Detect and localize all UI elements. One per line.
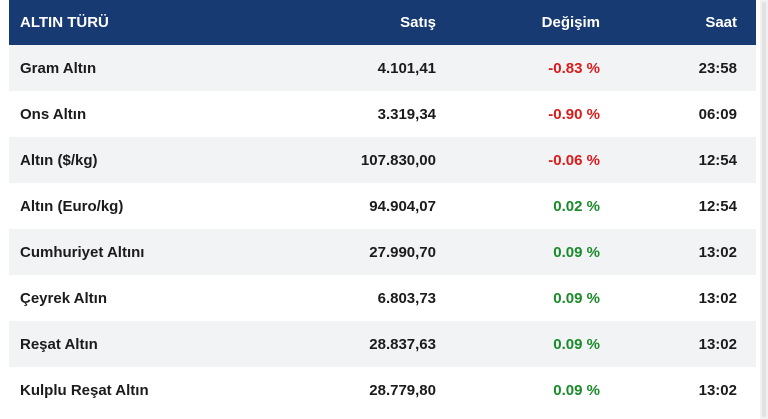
row-change: 0.02 % (553, 197, 600, 215)
table-row[interactable]: Altın (Euro/kg) 94.904,07 0.02 % 12:54 (9, 183, 756, 229)
row-change: 0.09 % (553, 335, 600, 353)
row-sell-price: 4.101,41 (377, 59, 436, 77)
row-gold-type: Çeyrek Altın (20, 289, 107, 307)
row-time: 13:02 (698, 381, 737, 399)
row-sell-price: 94.904,07 (369, 197, 436, 215)
row-sell-price: 107.830,00 (360, 151, 436, 169)
header-time[interactable]: Saat (705, 14, 737, 31)
header-gold-type[interactable]: ALTIN TÜRÜ (20, 14, 109, 31)
row-time: 13:02 (698, 289, 737, 307)
row-sell-price: 3.319,34 (377, 105, 436, 123)
table-row[interactable]: Gram Altın 4.101,41 -0.83 % 23:58 (9, 45, 756, 91)
row-time: 12:54 (698, 151, 737, 169)
table-header: ALTIN TÜRÜ Satış Değişim Saat (9, 0, 756, 45)
row-time: 13:02 (698, 335, 737, 353)
row-gold-type: Ons Altın (20, 105, 87, 123)
row-gold-type: Cumhuriyet Altını (20, 243, 145, 261)
row-time: 13:02 (698, 243, 737, 261)
table-row[interactable]: Kulplu Reşat Altın 28.779,80 0.09 % 13:0… (9, 367, 756, 413)
row-sell-price: 27.990,70 (369, 243, 436, 261)
row-sell-price: 6.803,73 (377, 289, 436, 307)
table-row[interactable]: Çeyrek Altın 6.803,73 0.09 % 13:02 (9, 275, 756, 321)
row-change: 0.09 % (553, 243, 600, 261)
row-time: 12:54 (698, 197, 737, 215)
row-gold-type: Altın ($/kg) (20, 151, 98, 169)
row-time: 06:09 (698, 105, 737, 123)
table-row[interactable]: Ons Altın 3.319,34 -0.90 % 06:09 (9, 91, 756, 137)
row-time: 23:58 (698, 59, 737, 77)
gold-price-table: ALTIN TÜRÜ Satış Değişim Saat Gram Altın… (9, 0, 756, 413)
row-sell-price: 28.779,80 (369, 381, 436, 399)
table-row[interactable]: Cumhuriyet Altını 27.990,70 0.09 % 13:02 (9, 229, 756, 275)
table-row[interactable]: Altın ($/kg) 107.830,00 -0.06 % 12:54 (9, 137, 756, 183)
row-gold-type: Kulplu Reşat Altın (20, 381, 149, 399)
row-change: 0.09 % (553, 381, 600, 399)
row-change: 0.09 % (553, 289, 600, 307)
header-sell-price[interactable]: Satış (400, 14, 436, 31)
scrollbar-thumb[interactable] (762, 2, 766, 417)
row-gold-type: Altın (Euro/kg) (20, 197, 124, 215)
row-gold-type: Gram Altın (20, 59, 97, 77)
table-row[interactable]: Reşat Altın 28.837,63 0.09 % 13:02 (9, 321, 756, 367)
row-change: -0.06 % (548, 151, 600, 169)
vertical-scrollbar[interactable] (760, 0, 768, 419)
row-sell-price: 28.837,63 (369, 335, 436, 353)
row-gold-type: Reşat Altın (20, 335, 98, 353)
row-change: -0.83 % (548, 59, 600, 77)
row-change: -0.90 % (548, 105, 600, 123)
header-change[interactable]: Değişim (541, 14, 600, 31)
